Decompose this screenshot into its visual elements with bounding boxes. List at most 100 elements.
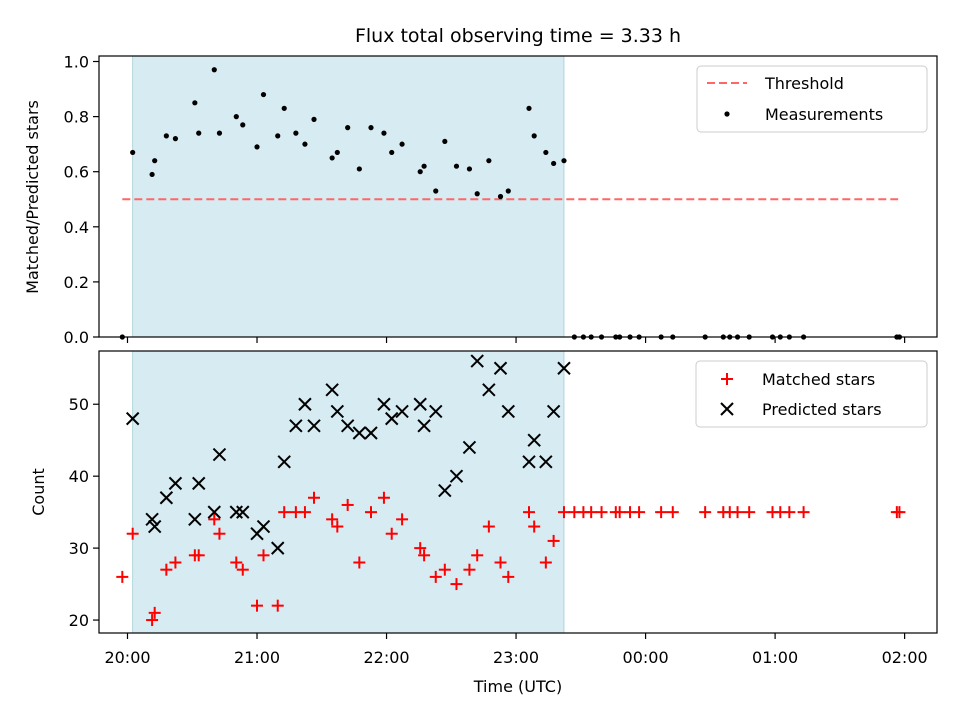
x-tick-label: 22:00 bbox=[363, 648, 409, 667]
predicted-star-point bbox=[271, 541, 285, 555]
predicted-star-point bbox=[501, 404, 515, 419]
matched-star-point bbox=[528, 520, 541, 533]
count-y-ticks: 20 30 40 50 bbox=[69, 395, 99, 630]
matched-star-point bbox=[595, 506, 608, 519]
measurement-point bbox=[192, 100, 198, 106]
measurement-point bbox=[163, 133, 169, 139]
measurement-point bbox=[302, 141, 308, 147]
matched-star-point bbox=[414, 542, 427, 555]
predicted-star-point bbox=[125, 411, 140, 426]
predicted-star-point bbox=[212, 447, 227, 462]
predicted-star-point bbox=[325, 383, 339, 397]
matched-star-point bbox=[613, 506, 626, 519]
observing-window bbox=[132, 55, 565, 338]
measurement-point bbox=[453, 163, 460, 169]
measurement-point bbox=[381, 130, 387, 136]
predicted-star-point bbox=[289, 419, 303, 433]
matched-star-point bbox=[364, 506, 377, 519]
y-tick-label: 50 bbox=[69, 395, 89, 414]
matched-star-point bbox=[160, 563, 173, 576]
predicted-star-point bbox=[192, 476, 206, 491]
measurement-point bbox=[526, 105, 532, 111]
measurement-point bbox=[345, 125, 351, 131]
measurement-point bbox=[254, 144, 260, 150]
y-tick-label: 20 bbox=[69, 611, 89, 630]
measurement-point bbox=[389, 149, 395, 156]
measurement-point bbox=[543, 149, 549, 156]
count-x-ticks: 20:00 21:00 22:00 23:00 00:00 01:00 02:00 bbox=[104, 633, 928, 667]
matched-star-point bbox=[278, 506, 291, 519]
x-tick-label: 02:00 bbox=[882, 648, 928, 667]
measurement-point bbox=[311, 116, 317, 122]
predicted-star-point bbox=[188, 512, 202, 527]
measurement-point bbox=[421, 163, 427, 169]
predicted-star-point bbox=[522, 455, 536, 469]
matched-star-point bbox=[126, 527, 139, 540]
measurement-point bbox=[399, 141, 405, 147]
matched-star-point bbox=[298, 506, 311, 519]
ratio-panel-frame bbox=[98, 55, 938, 338]
predicted-star-point bbox=[546, 404, 561, 419]
matched-star-point bbox=[396, 513, 409, 526]
legend-predicted-swatch bbox=[720, 402, 734, 416]
measurement-point bbox=[281, 105, 287, 111]
matched-star-point bbox=[116, 570, 129, 583]
matched-star-point bbox=[418, 549, 431, 562]
legend-predicted-label: Predicted stars bbox=[762, 400, 882, 419]
x-tick-label: 20:00 bbox=[104, 648, 150, 667]
predicted-star-point bbox=[385, 411, 399, 426]
predicted-star-point bbox=[159, 491, 174, 505]
x-tick-label: 21:00 bbox=[234, 648, 280, 667]
matched-star-point bbox=[213, 527, 226, 540]
y-tick-label: 0.8 bbox=[64, 108, 89, 127]
predicted-star-point bbox=[417, 419, 431, 433]
measurement-point bbox=[216, 130, 223, 136]
measurement-point bbox=[275, 133, 281, 139]
y-tick-label: 1.0 bbox=[64, 53, 89, 72]
matched-star-point bbox=[192, 549, 205, 562]
matched-star-point bbox=[893, 506, 906, 519]
predicted-star-point bbox=[539, 455, 553, 469]
matched-star-points bbox=[116, 491, 906, 627]
matched-star-point bbox=[385, 527, 398, 540]
x-tick-label: 00:00 bbox=[623, 648, 669, 667]
predicted-star-point bbox=[147, 519, 162, 534]
matched-star-point bbox=[438, 563, 451, 576]
count-panel-frame bbox=[98, 350, 938, 634]
ratio-x-ticks bbox=[126, 337, 906, 343]
predicted-star-point bbox=[377, 397, 391, 411]
legend-measurement-swatch bbox=[724, 111, 730, 117]
observing-window bbox=[132, 350, 565, 634]
predicted-star-point bbox=[364, 426, 378, 440]
chart-title: Flux total observing time = 3.33 h bbox=[355, 25, 681, 47]
predicted-star-point bbox=[330, 404, 345, 419]
matched-star-point bbox=[699, 506, 712, 519]
matched-star-point bbox=[331, 520, 344, 533]
predicted-star-point bbox=[493, 361, 508, 375]
matched-star-point bbox=[353, 556, 366, 569]
predicted-star-point bbox=[395, 404, 409, 419]
matched-star-point bbox=[502, 570, 515, 583]
measurement-point bbox=[172, 136, 179, 142]
measurement-point bbox=[466, 166, 473, 172]
predicted-star-point bbox=[429, 404, 443, 419]
measurement-point bbox=[433, 188, 439, 194]
matched-star-point bbox=[523, 506, 536, 519]
legend-matched-label: Matched stars bbox=[762, 370, 875, 389]
predicted-star-point bbox=[277, 455, 291, 469]
measurement-point bbox=[505, 188, 511, 194]
matched-star-point bbox=[655, 506, 668, 519]
y-tick-label: 30 bbox=[69, 539, 89, 558]
matched-star-point bbox=[230, 556, 243, 569]
legend-box bbox=[695, 360, 928, 428]
measurement-point bbox=[486, 158, 492, 164]
ratio-y-axis-label: Matched/Predicted stars bbox=[23, 100, 42, 294]
measurement-point bbox=[474, 191, 480, 197]
matched-star-point bbox=[666, 506, 679, 519]
predicted-star-point bbox=[168, 476, 183, 491]
predicted-star-points bbox=[125, 354, 571, 555]
measurement-point bbox=[329, 155, 335, 161]
measurement-point bbox=[368, 125, 374, 131]
matched-star-point bbox=[557, 506, 570, 519]
